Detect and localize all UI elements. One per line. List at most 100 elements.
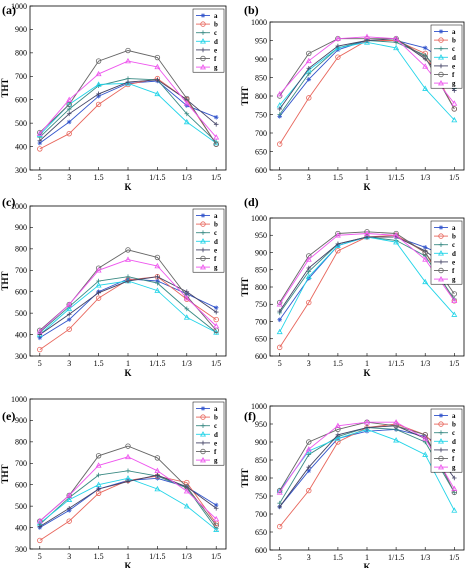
panel-3-ytick-label: 700	[255, 317, 267, 326]
panel-4-legend-marker	[200, 423, 206, 428]
panel-3-y-axis-title: THT	[240, 277, 250, 296]
panel-2-ytick-label: 600	[15, 288, 27, 297]
panel-0-ytick-label: 500	[15, 119, 27, 128]
panel-0-panel-label: (a)	[2, 3, 16, 17]
panel-5-series-g-point	[276, 489, 283, 495]
panel-5-legend-label-d: d	[452, 438, 456, 446]
panel-5-series-b-point	[335, 439, 341, 445]
panel-2-xtick-label: 5	[38, 359, 42, 368]
panel-3-legend-box	[430, 220, 463, 285]
panel-1-series-f-point	[422, 54, 428, 60]
panel-4-ytick-label: 300	[15, 545, 27, 554]
panel-0-xtick-label: 1.5	[94, 173, 104, 182]
panel-5-legend-label-a: a	[452, 412, 456, 420]
panel-5-legend-box	[430, 408, 463, 473]
panel-1-y-axis-title: THT	[240, 86, 250, 105]
panel-4-legend-label-g: g	[214, 457, 218, 465]
panel-5-xtick-label: 1/5	[449, 553, 459, 562]
panel-4-series-g-point	[154, 467, 161, 474]
panel-5: 600 650 700 750 800 850 900 950 1000 5 3 1.5 1 1/1.5 1…	[240, 402, 465, 568]
panel-1-xtick-label: 1/5	[449, 173, 459, 182]
panel-2-legend-label-f: f	[214, 255, 217, 263]
panel-3-series-g-point	[393, 232, 400, 238]
panel-2-series-e	[37, 274, 219, 337]
panel-4-series-b-point	[66, 518, 72, 524]
panel-3-xtick-label: 1/1.5	[388, 359, 404, 368]
panel-4-series-e-point	[125, 479, 131, 484]
panel-3-series-e-point	[335, 241, 341, 247]
panel-3-series-f-line	[279, 231, 455, 303]
panel-0-series-d-point	[66, 101, 73, 107]
panel-3-series-e	[277, 234, 457, 314]
panel-1-legend-label-f: f	[452, 71, 455, 79]
panel-4-panel-label: (e)	[2, 409, 15, 423]
panel-2-legend-label-d: d	[214, 238, 218, 246]
panel-3-legend-marker	[438, 233, 444, 239]
panel-5-series-g-line	[279, 421, 455, 493]
panel-3-series-g-point	[334, 232, 341, 238]
panel-4-series-f-point	[125, 443, 131, 449]
panel-0-series-c-point	[66, 106, 72, 112]
panel-0-series-a-point	[66, 119, 72, 125]
panel-0-ytick-label: 700	[15, 72, 27, 81]
panel-1-series-b-point	[335, 54, 341, 60]
panel-3-legend-label-a: a	[452, 224, 456, 232]
panel-1-ytick-label: 950	[255, 36, 267, 45]
panel-4-series-g-point	[213, 515, 220, 522]
panel-2-series-g-point	[213, 322, 220, 329]
panel-1-legend-marker	[438, 54, 444, 60]
panel-2-series-b-point	[37, 346, 43, 353]
panel-0-ytick-label: 1000	[11, 2, 27, 11]
panel-1-series-c-line	[279, 40, 455, 115]
panel-1-legend-label-g: g	[452, 80, 456, 88]
panel-3-xtick-label: 1	[365, 359, 369, 368]
panel-5-series-b	[277, 421, 457, 530]
panel-5-series-f-point	[393, 423, 399, 429]
panel-1-series-g-point	[334, 35, 341, 41]
panel-5-series-a-point	[306, 468, 312, 474]
panel-3-ytick-label: 850	[255, 266, 267, 275]
panel-5-legend-label-f: f	[452, 455, 455, 463]
panel-1-ytick-label: 700	[255, 129, 267, 138]
panel-2-legend-marker	[200, 247, 206, 253]
panel-0-legend-label-g: g	[214, 64, 218, 72]
panel-4-series-b-point	[37, 537, 43, 544]
panel-4-series-f-point	[154, 455, 161, 461]
panel-1-legend-marker	[438, 37, 444, 43]
panel-3-series-b-line	[279, 234, 455, 348]
panel-2-series-a-line	[39, 278, 217, 339]
panel-3-xtick-label: 1/3	[420, 359, 430, 368]
panel-2-series-e-point	[66, 311, 72, 317]
panel-0-series-a	[37, 78, 219, 146]
panel-2-legend-label-c: c	[214, 229, 217, 237]
panel-0-ytick-label: 400	[15, 142, 27, 151]
panel-2-ytick-label: 300	[15, 352, 27, 361]
panel-3-series-g-point	[276, 301, 283, 307]
panel-0-xtick-label: 3	[67, 173, 71, 182]
panel-5-series-g-point	[422, 435, 429, 441]
panel-0-series-d-line	[39, 82, 217, 144]
panel-1-legend-label-b: b	[452, 37, 456, 45]
panel-3-series-b-point	[306, 299, 312, 306]
panel-2-series-c-point	[184, 306, 190, 312]
panel-5-ytick-label: 1000	[251, 402, 267, 411]
panel-1-series-d-point	[393, 44, 400, 51]
panel-1-legend-label-a: a	[452, 28, 456, 36]
panel-0: 300 400 500 600 700 800 900 1000 5 3 1.5 1 1/1.5 1/3 1…	[0, 2, 227, 192]
panel-5-series-g-point	[393, 419, 400, 425]
panel-1-ytick-label: 900	[255, 55, 267, 64]
panel-2-series-f-point	[37, 327, 43, 333]
panel-5-legend-label-b: b	[452, 421, 456, 429]
panel-0-xtick-label: 1/5	[211, 173, 221, 182]
panel-3-ytick-label: 800	[255, 283, 267, 292]
panel-3-series-f-point	[364, 229, 370, 235]
panel-2-legend-marker	[200, 263, 206, 270]
panel-1-series-f-point	[451, 106, 457, 112]
panel-2-series-a-point	[66, 317, 72, 322]
panel-0-legend-marker	[200, 63, 206, 70]
panel-2-series-e-point	[125, 278, 131, 284]
panel-4-series-g-point	[95, 462, 102, 468]
panel-5-series-f-point	[306, 439, 312, 445]
panel-5-x-axis-title: K	[363, 562, 370, 568]
